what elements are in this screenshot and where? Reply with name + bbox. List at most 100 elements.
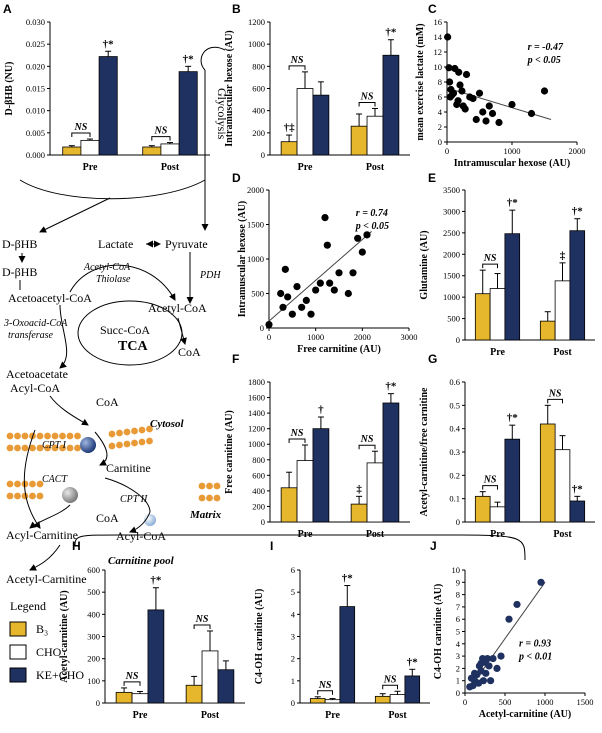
arrow-acyl-carnitine bbox=[23, 429, 41, 529]
significance-marker: ‡ bbox=[560, 250, 566, 262]
x-tick-label: 0 bbox=[463, 697, 467, 707]
y-tick-label: 0 bbox=[456, 688, 460, 698]
membrane-bead bbox=[108, 442, 116, 450]
data-point bbox=[326, 279, 334, 287]
chart-j: 0 1 2 3 4 5 6 7 8 9 10 0 500 1000 1500 Acetyl-carnitine… bbox=[433, 565, 594, 720]
arrow-cpt2 bbox=[129, 511, 151, 534]
arrow-carnitine-cpt2 bbox=[104, 477, 151, 513]
membrane-bead bbox=[14, 492, 21, 500]
panel-letter-h: H bbox=[72, 539, 81, 553]
chart-a: 0.000 0.005 0.010 0.015 0.020 0.025 0.030 D-βHB… bbox=[4, 17, 210, 173]
bar bbox=[80, 139, 100, 156]
data-point bbox=[279, 303, 287, 311]
data-point bbox=[540, 87, 549, 95]
legend-label-ke: KE+CHO bbox=[36, 668, 84, 682]
arrow-acetyl-carnitine bbox=[29, 544, 61, 571]
carnitine-pool-bracket bbox=[74, 534, 526, 561]
x-tick-label: Pre bbox=[490, 347, 505, 358]
ns-label: NS bbox=[360, 434, 374, 445]
cpt1-label: CPT I bbox=[42, 440, 67, 451]
significance-marker: ‡ bbox=[356, 483, 362, 495]
bar bbox=[539, 320, 556, 341]
y-tick-label: 4 bbox=[291, 609, 296, 619]
panel-letter-g: G bbox=[428, 352, 437, 366]
x-tick-label: 0 bbox=[267, 332, 271, 342]
y-tick-label: 0.030 bbox=[26, 17, 45, 27]
membrane-bead bbox=[14, 444, 21, 452]
y-axis-label: Glutamine (AU) bbox=[419, 230, 430, 299]
x-tick-label: Post bbox=[201, 710, 220, 721]
bar bbox=[404, 675, 421, 704]
bar bbox=[142, 146, 162, 156]
x-tick-label: Pre bbox=[490, 529, 505, 540]
membrane-bead bbox=[131, 427, 138, 435]
y-tick-label: 0 bbox=[291, 698, 295, 708]
y-tick-label: 4 bbox=[438, 107, 443, 117]
succ-coa: Succ-CoA bbox=[100, 323, 150, 337]
data-point bbox=[497, 652, 505, 660]
membrane-bead bbox=[29, 444, 36, 452]
bar bbox=[312, 94, 330, 156]
panel-letter-i: I bbox=[270, 539, 273, 553]
y-tick-label: 3000 bbox=[443, 206, 460, 216]
oxoacid-2: transferase bbox=[8, 330, 54, 341]
y-tick-label: 1 bbox=[291, 676, 295, 686]
y-tick-label: 0.3 bbox=[449, 447, 460, 457]
y-tick-label: 0 bbox=[260, 323, 264, 333]
bar bbox=[489, 288, 506, 341]
data-point bbox=[323, 241, 331, 249]
bar bbox=[382, 402, 400, 523]
bar bbox=[504, 438, 521, 523]
stat-p: p < 0.05 bbox=[527, 55, 561, 66]
y-axis-label: C4-OH carnitine (AU) bbox=[254, 589, 265, 685]
y-tick-label: 600 bbox=[252, 84, 265, 94]
membrane-bead bbox=[14, 432, 21, 440]
data-point bbox=[482, 117, 490, 125]
bar bbox=[312, 428, 330, 523]
data-point bbox=[479, 108, 487, 116]
arrow-coa-1 bbox=[177, 317, 187, 345]
data-point bbox=[469, 94, 477, 103]
data-point bbox=[307, 310, 315, 318]
arrow-cpt1 bbox=[94, 431, 108, 466]
coa-2: CoA bbox=[96, 395, 119, 409]
ns-label: NS bbox=[74, 122, 88, 133]
coa-1: CoA bbox=[178, 345, 201, 359]
bar bbox=[366, 462, 384, 523]
glycolysis-label: Glycolysis bbox=[215, 88, 229, 140]
data-point bbox=[505, 615, 513, 623]
cact-label: CACT bbox=[42, 474, 68, 485]
ns-label: NS bbox=[483, 475, 497, 486]
data-point bbox=[330, 286, 338, 294]
stat-p: p < 0.05 bbox=[355, 221, 389, 232]
y-tick-label: 800 bbox=[252, 61, 265, 71]
cpt2-enzyme bbox=[144, 514, 156, 526]
data-point bbox=[455, 68, 463, 76]
bar bbox=[131, 693, 149, 704]
ns-label: NS bbox=[548, 388, 562, 399]
data-point bbox=[446, 93, 454, 101]
y-tick-label: 0 bbox=[96, 698, 100, 708]
data-point bbox=[302, 296, 310, 304]
membrane-bead bbox=[74, 432, 81, 440]
arrow-thiolase bbox=[69, 264, 176, 301]
y-tick-label: 500 bbox=[447, 314, 460, 324]
y-tick-label: 16 bbox=[434, 17, 443, 27]
membrane-bead bbox=[213, 482, 221, 490]
stat-r: r = 0.93 bbox=[519, 638, 551, 649]
cpt2-label: CPT II bbox=[120, 494, 148, 505]
panel-letter-e: E bbox=[428, 171, 436, 185]
data-point bbox=[446, 78, 454, 86]
x-tick-label: 500 bbox=[499, 697, 512, 707]
y-tick-label: 10 bbox=[434, 62, 443, 72]
y-tick-label: 1500 bbox=[443, 271, 460, 281]
y-tick-label: 0.020 bbox=[26, 61, 45, 71]
y-tick-label: 800 bbox=[252, 455, 265, 465]
membrane-bead bbox=[74, 444, 81, 452]
data-point bbox=[513, 600, 521, 609]
x-tick-label: Pre bbox=[298, 529, 313, 540]
bar bbox=[178, 71, 198, 156]
y-axis-label: Acetyl-carnitine/free carnitine bbox=[419, 387, 430, 516]
legend-title: Legend bbox=[10, 599, 46, 613]
y-axis-label: Free carnitine (AU) bbox=[224, 410, 235, 494]
